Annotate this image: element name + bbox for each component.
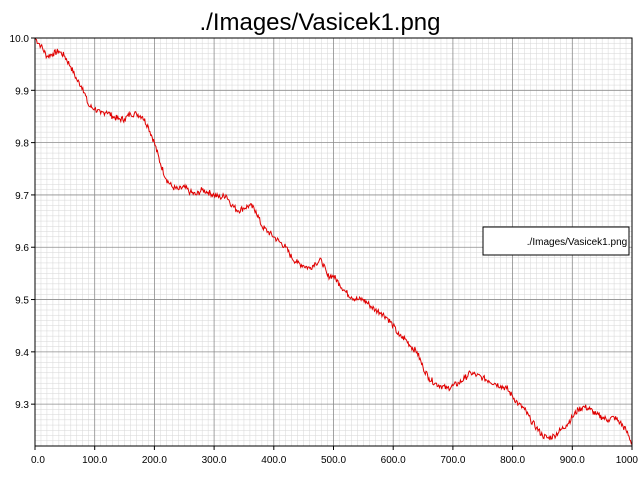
y-tick-label: 9.6 [15, 243, 29, 254]
x-tick-label: 0.0 [31, 455, 45, 466]
y-tick-label: 10.0 [10, 34, 30, 45]
x-tick-label: 900.0 [560, 455, 585, 466]
y-tick-label: 9.8 [15, 139, 29, 150]
y-axis-ticks: 9.3 9.4 9.5 9.6 9.7 9.8 9.9 10.0 [10, 34, 35, 411]
x-tick-label: 400.0 [261, 455, 286, 466]
y-tick-label: 9.9 [15, 86, 29, 97]
x-tick-label: 300.0 [202, 455, 227, 466]
y-tick-label: 9.4 [15, 348, 29, 359]
y-tick-label: 9.5 [15, 296, 29, 307]
series-line [34, 37, 633, 445]
x-tick-label: 200.0 [142, 455, 167, 466]
x-tick-label: 100.0 [82, 455, 107, 466]
chart-title: ./Images/Vasicek1.png [199, 9, 440, 36]
legend-box [482, 226, 630, 256]
series-layer [34, 37, 633, 445]
x-tick-label: 700.0 [440, 455, 465, 466]
y-tick-label: 9.3 [15, 400, 29, 411]
x-tick-label: 500.0 [321, 455, 346, 466]
x-axis-ticks: 0.0 100.0 200.0 300.0 400.0 500.0 600.0 700.0 80… [31, 446, 638, 466]
x-tick-label: 1000 [616, 455, 639, 466]
x-tick-label: 800.0 [500, 455, 525, 466]
legend: ./Images/Vasicek1.png [482, 226, 630, 256]
y-tick-label: 9.7 [15, 191, 29, 202]
x-tick-label: 600.0 [381, 455, 406, 466]
legend-label: ./Images/Vasicek1.png [527, 237, 627, 248]
